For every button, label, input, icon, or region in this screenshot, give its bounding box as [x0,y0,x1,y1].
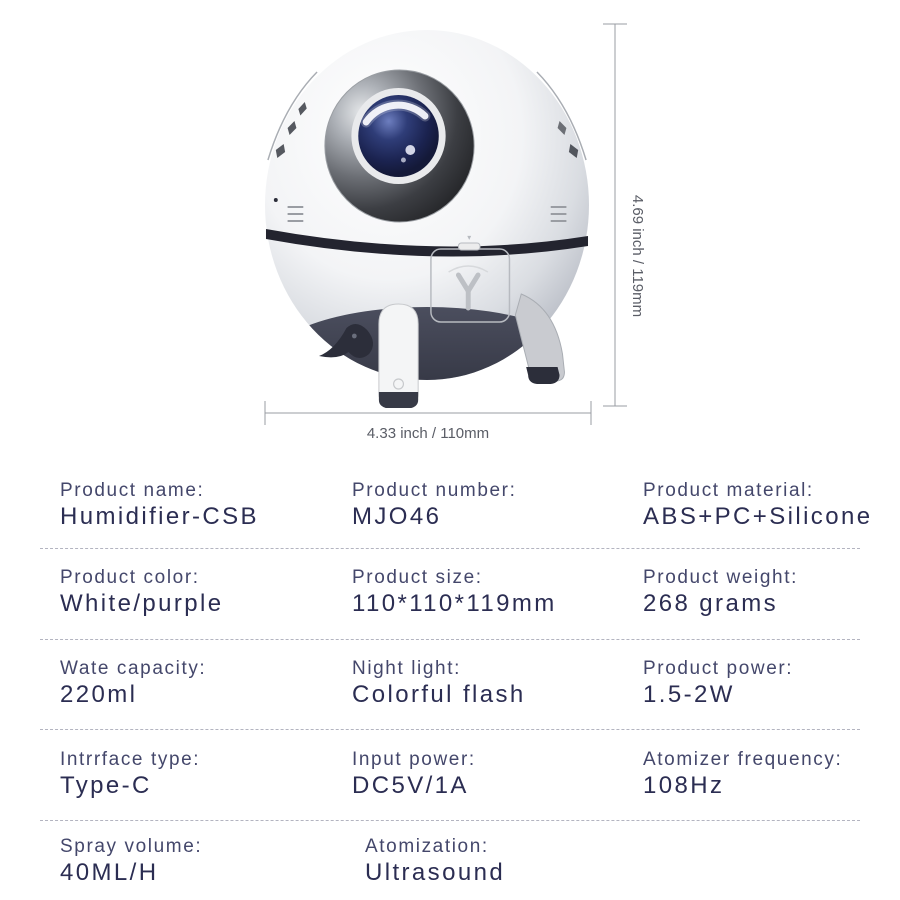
svg-text:4.33 inch / 110mm: 4.33 inch / 110mm [367,425,489,442]
svg-text:▾: ▾ [467,233,471,242]
